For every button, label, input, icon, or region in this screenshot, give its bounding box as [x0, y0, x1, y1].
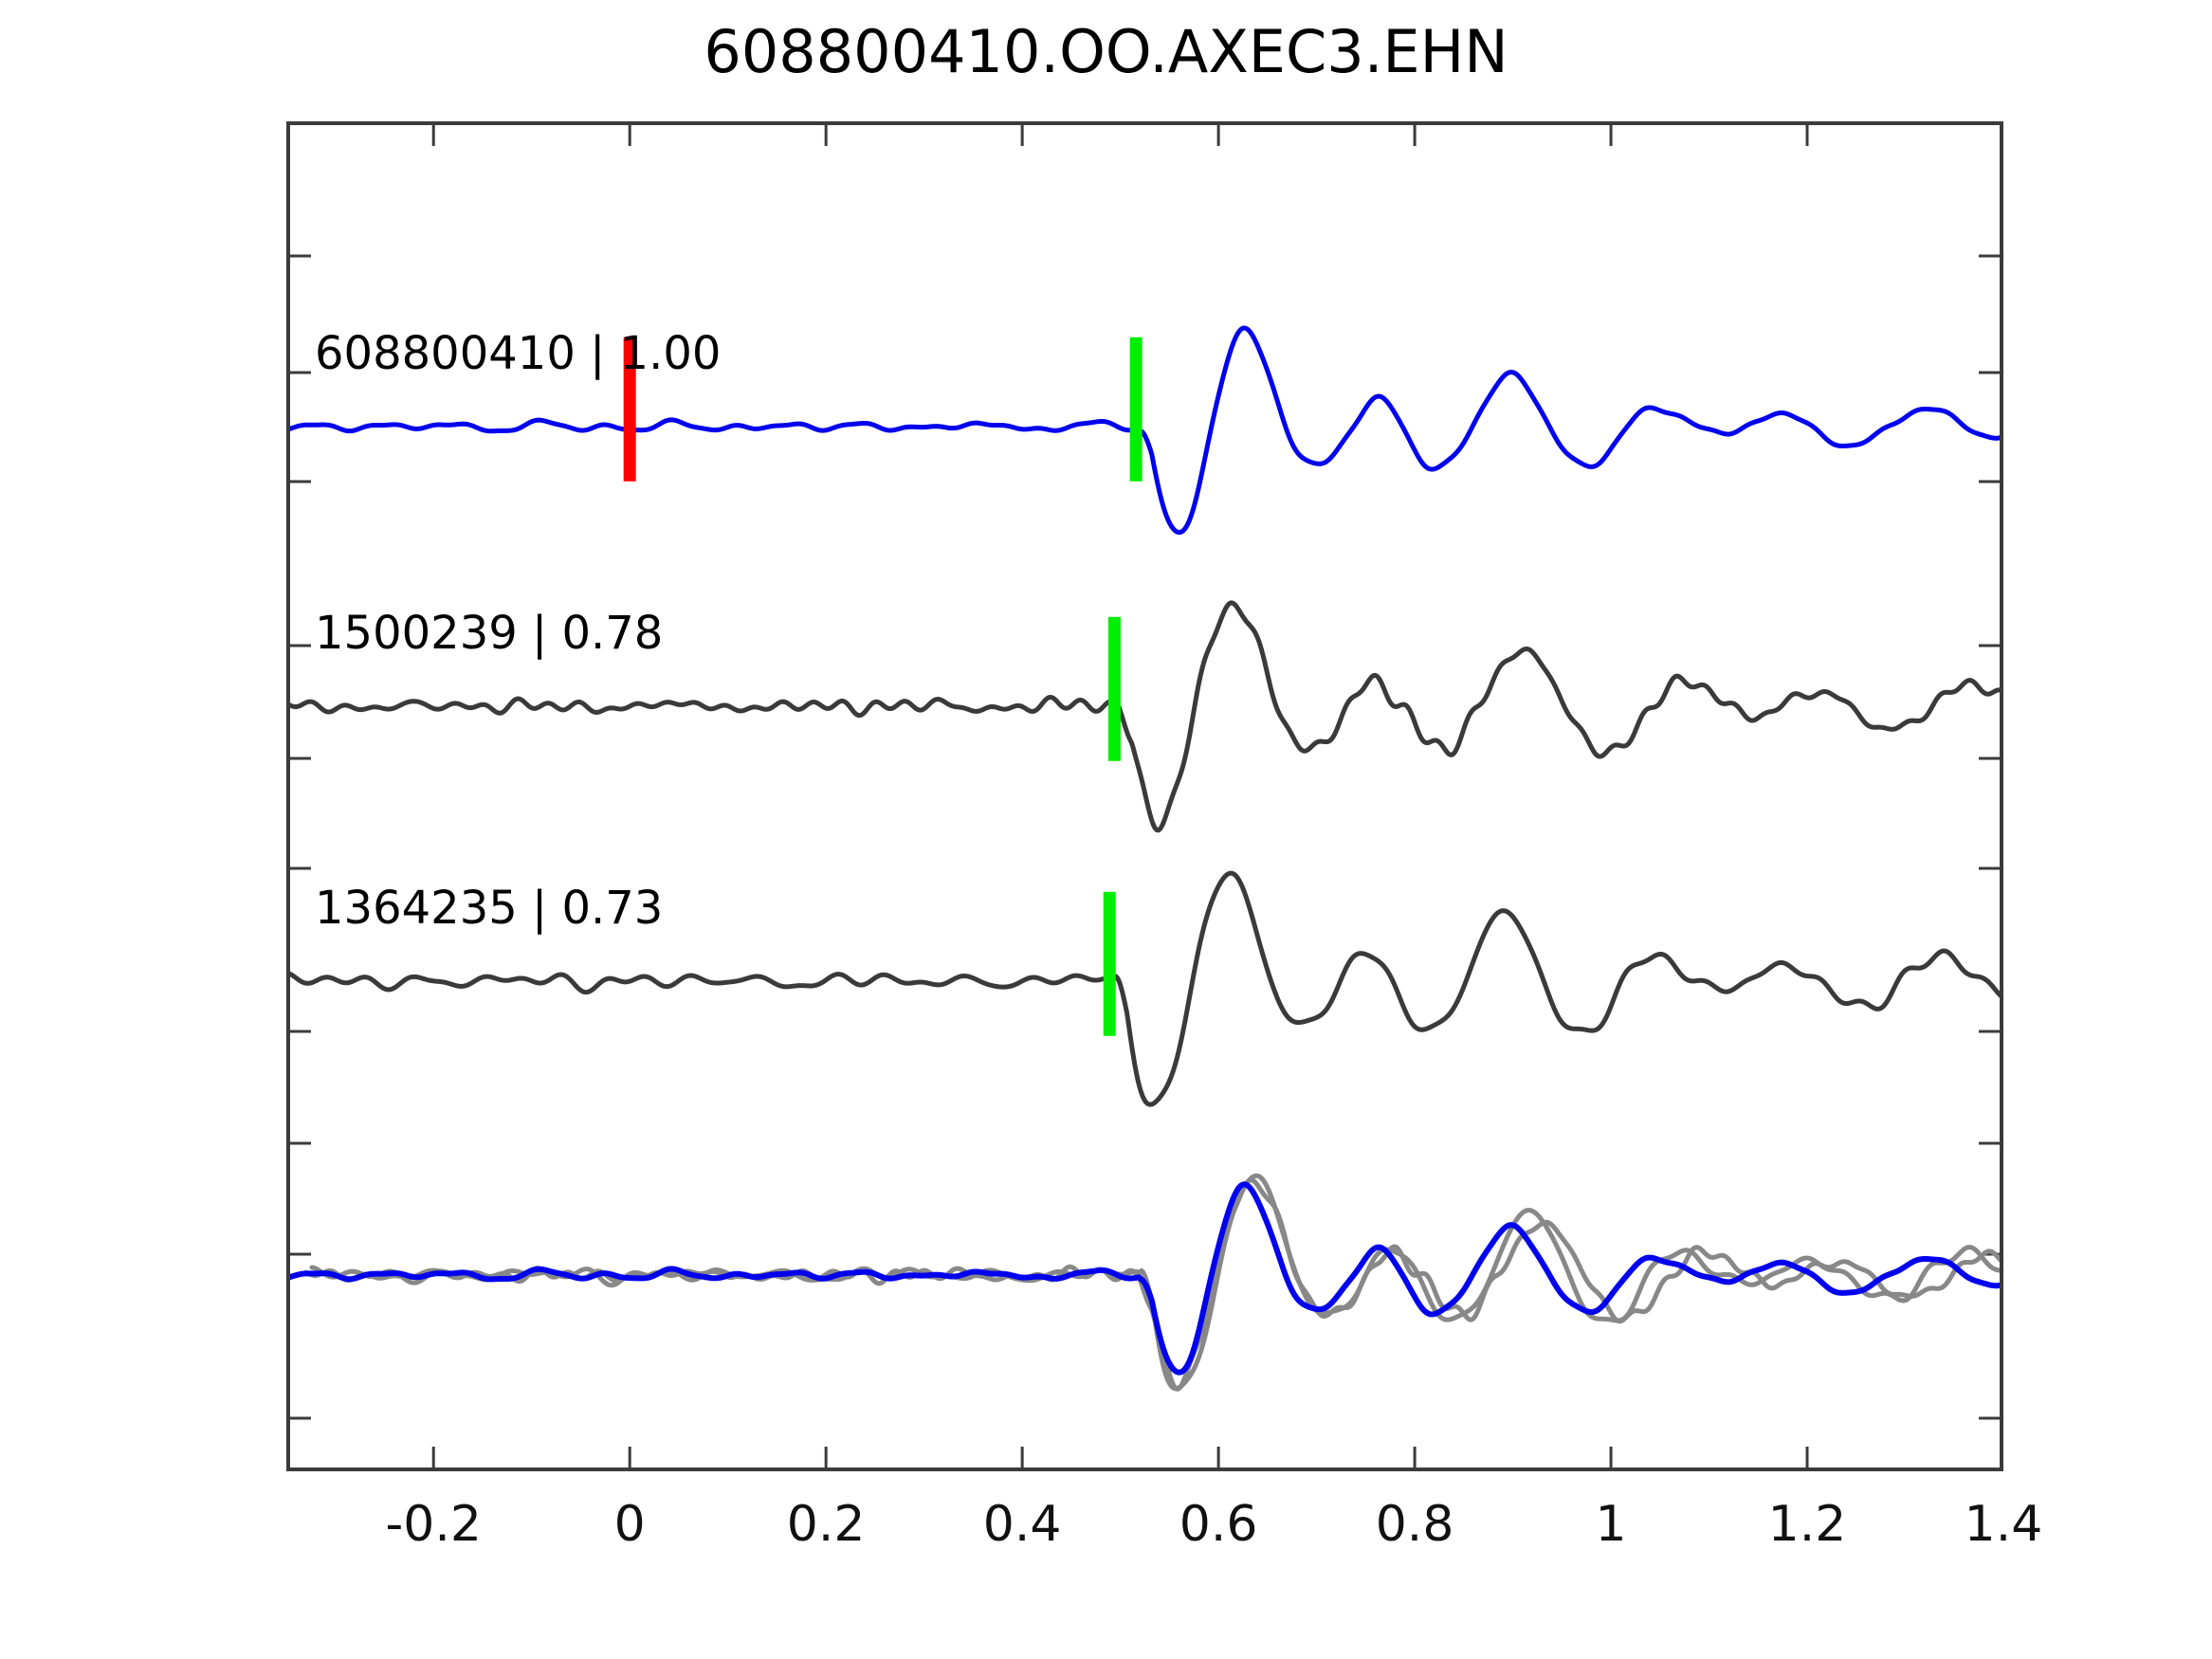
pick-marker-s-panel1-0: [1107, 616, 1121, 761]
trace-detection-1364235: [286, 870, 2003, 1107]
pick-marker-s-panel2-0: [1103, 891, 1116, 1036]
x-tick-label-3: 0.4: [982, 1496, 1062, 1553]
page-title: 608800410.OO.AXEC3.EHN: [704, 17, 1508, 86]
x-tick-label-4: 0.6: [1179, 1496, 1258, 1553]
x-tick-label-2: 0.2: [786, 1496, 866, 1553]
trace-label-608800410: 608800410 | 1.00: [315, 327, 722, 380]
x-axis-tick-labels: -0.2 0 0.2 0.4 0.6 0.8 1 1.2 1.4: [286, 1496, 2042, 1562]
waveform-canvas: [286, 121, 2003, 1471]
trace-label-1500239: 1500239 | 0.78: [315, 607, 664, 660]
pick-marker-s-panel0-1: [1129, 337, 1143, 482]
overlay-trace-1364235: [309, 1173, 2003, 1392]
x-tick-label-5: 0.8: [1375, 1496, 1454, 1553]
x-tick-label-6: 1: [1595, 1496, 1627, 1553]
x-tick-label-8: 1.4: [1964, 1496, 2043, 1553]
trace-label-1364235: 1364235 | 0.73: [315, 882, 664, 935]
plot-area: [286, 121, 2003, 1471]
pick-marker-p-panel0-0: [623, 337, 636, 482]
x-tick-label-1: 0: [613, 1496, 646, 1553]
overlay-trace-608800410: [286, 1181, 2003, 1376]
x-tick-label-7: 1.2: [1767, 1496, 1847, 1553]
trace-detection-1500239: [286, 600, 2003, 833]
x-tick-label-0: -0.2: [385, 1496, 482, 1553]
trace-template-608800410: [286, 325, 2003, 536]
